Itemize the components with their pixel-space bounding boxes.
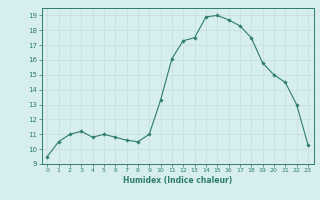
- X-axis label: Humidex (Indice chaleur): Humidex (Indice chaleur): [123, 176, 232, 185]
